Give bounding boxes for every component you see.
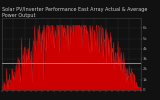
Text: Solar PV/Inverter Performance East Array Actual & Average Power Output: Solar PV/Inverter Performance East Array… [2, 7, 147, 18]
